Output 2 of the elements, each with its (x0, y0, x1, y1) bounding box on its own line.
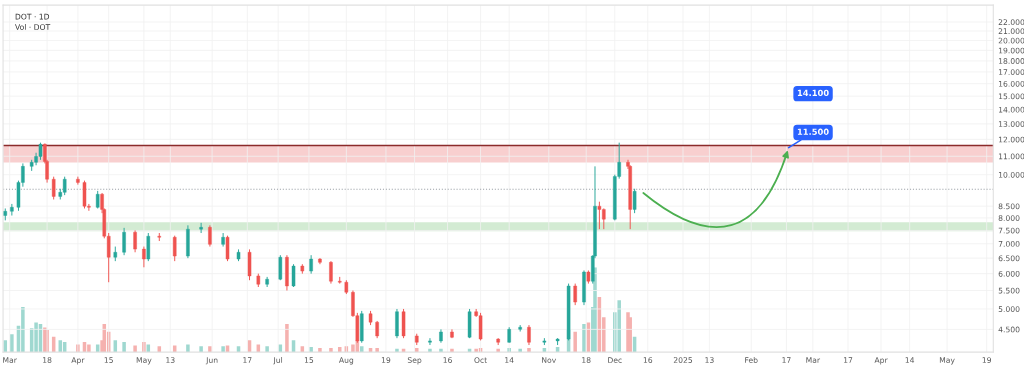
annotation: 14.100 (797, 89, 829, 97)
annotation: 11.500 (797, 128, 829, 135)
